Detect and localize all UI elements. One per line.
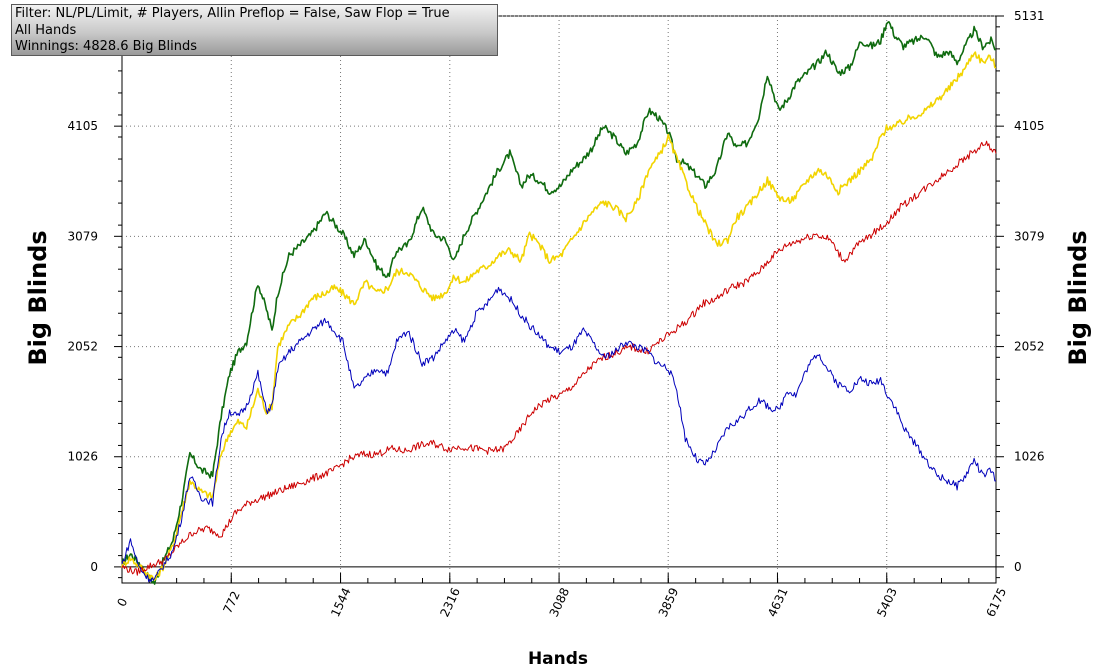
- y-axis-title-left: Big Blinds: [24, 230, 52, 365]
- filter-info-box: Filter: NL/PL/Limit, # Players, Allin Pr…: [11, 4, 498, 56]
- y-tick-label-left: 0: [90, 560, 98, 574]
- series-lines: [121, 21, 997, 585]
- x-tick-label: 2316: [437, 586, 463, 620]
- y-tick-label-right: 5131: [1014, 9, 1045, 23]
- series-line-expected-value: [121, 140, 997, 576]
- x-axis-title: Hands: [528, 649, 588, 666]
- x-tick-label: 3859: [656, 586, 682, 620]
- plot-area: [121, 15, 997, 584]
- y-tick-label-right: 0: [1014, 560, 1022, 574]
- y-tick-label-right: 1026: [1014, 450, 1045, 464]
- y-tick-label-right: 4105: [1014, 119, 1045, 133]
- grid-lines: [122, 15, 996, 583]
- x-tick-label: 772: [220, 589, 242, 616]
- winnings-text: Winnings: 4828.6 Big Blinds: [15, 39, 197, 54]
- series-line-total-winnings: [121, 21, 997, 585]
- y-tick-label-right: 3079: [1014, 229, 1045, 243]
- y-axis-title-right: Big Blinds: [1064, 230, 1092, 365]
- y-tick-label-left: 4105: [67, 119, 98, 133]
- x-tick-label: 6175: [984, 586, 1010, 620]
- x-tick-label: 1544: [328, 586, 354, 620]
- series-line-non-showdown-winnings: [121, 286, 997, 583]
- x-tick-label: 3088: [547, 586, 573, 620]
- scope-text: All Hands: [15, 22, 77, 38]
- x-tick-label: 4631: [765, 586, 791, 620]
- x-tick-label: 0: [114, 596, 130, 609]
- x-tick-label: 5403: [874, 586, 900, 620]
- filter-text: Filter: NL/PL/Limit, # Players, Allin Pr…: [15, 6, 450, 21]
- y-tick-label-left: 2052: [67, 340, 98, 354]
- y-tick-label-left: 3079: [67, 229, 98, 243]
- y-axis-right-ticks: 0 1026 2052 3079 4105 5131: [996, 9, 1045, 579]
- y-tick-label-left: 1026: [67, 450, 98, 464]
- series-line-showdown-winnings: [121, 51, 997, 581]
- y-tick-label-right: 2052: [1014, 340, 1045, 354]
